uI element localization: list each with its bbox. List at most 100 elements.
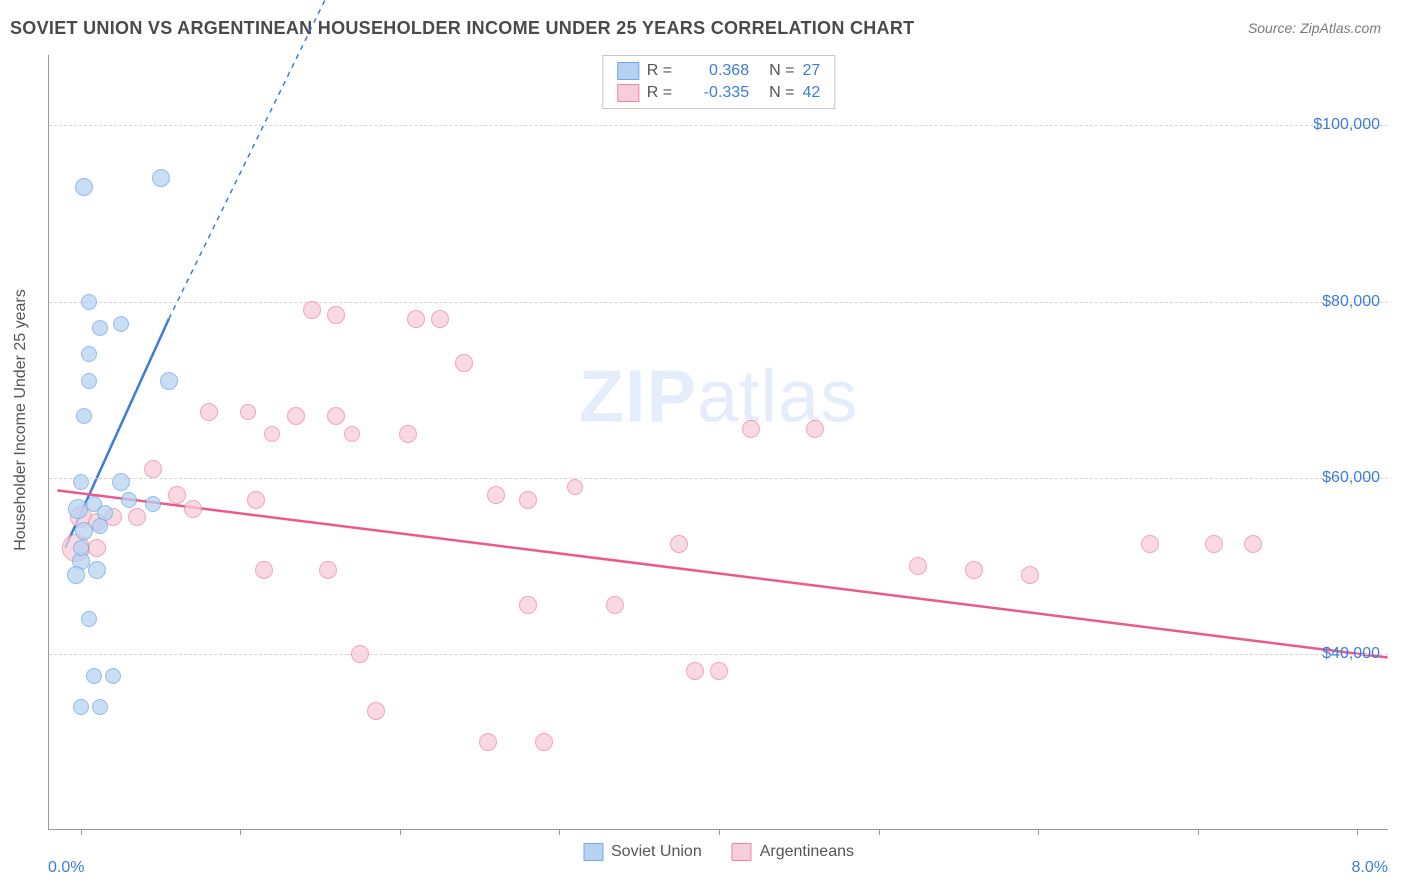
datapoint-argentinean — [407, 310, 425, 328]
correlation-legend: R = 0.368 N = 27 R = -0.335 N = 42 — [602, 55, 835, 109]
datapoint-argentinean — [399, 425, 417, 443]
legend-row-soviet: R = 0.368 N = 27 — [617, 60, 820, 82]
datapoint-argentinean — [200, 403, 218, 421]
swatch-icon — [617, 84, 639, 102]
x-tick — [559, 829, 560, 835]
datapoint-soviet — [67, 566, 85, 584]
datapoint-soviet — [112, 473, 130, 491]
legend-item-soviet: Soviet Union — [583, 843, 702, 861]
datapoint-soviet — [81, 373, 97, 389]
gridline — [49, 125, 1388, 126]
datapoint-argentinean — [351, 645, 369, 663]
datapoint-soviet — [76, 408, 92, 424]
x-tick — [1198, 829, 1199, 835]
source-attribution: Source: ZipAtlas.com — [1248, 20, 1381, 36]
datapoint-argentinean — [686, 662, 704, 680]
r-value-soviet: 0.368 — [684, 62, 749, 80]
datapoint-argentinean — [367, 702, 385, 720]
datapoint-argentinean — [806, 420, 824, 438]
chart-title: SOVIET UNION VS ARGENTINEAN HOUSEHOLDER … — [10, 18, 914, 38]
datapoint-soviet — [92, 518, 108, 534]
datapoint-argentinean — [455, 354, 473, 372]
x-tick — [1357, 829, 1358, 835]
x-axis-max-label: 8.0% — [1352, 859, 1388, 877]
datapoint-soviet — [160, 372, 178, 390]
legend-item-argentinean: Argentineans — [732, 843, 854, 861]
datapoint-argentinean — [1141, 535, 1159, 553]
datapoint-argentinean — [344, 426, 360, 442]
datapoint-argentinean — [487, 486, 505, 504]
x-tick — [240, 829, 241, 835]
datapoint-soviet — [81, 346, 97, 362]
datapoint-argentinean — [1205, 535, 1223, 553]
datapoint-soviet — [86, 668, 102, 684]
datapoint-argentinean — [88, 539, 106, 557]
datapoint-soviet — [152, 169, 170, 187]
datapoint-argentinean — [519, 491, 537, 509]
datapoint-soviet — [113, 316, 129, 332]
r-value-argentinean: -0.335 — [684, 84, 749, 102]
datapoint-argentinean — [710, 662, 728, 680]
datapoint-soviet — [68, 499, 88, 519]
datapoint-argentinean — [535, 733, 553, 751]
datapoint-argentinean — [606, 596, 624, 614]
datapoint-soviet — [92, 699, 108, 715]
series-legend: Soviet Union Argentineans — [583, 843, 854, 861]
datapoint-argentinean — [965, 561, 983, 579]
swatch-icon — [617, 62, 639, 80]
n-value-argentinean: 42 — [802, 84, 820, 102]
datapoint-argentinean — [319, 561, 337, 579]
x-tick — [400, 829, 401, 835]
datapoint-argentinean — [287, 407, 305, 425]
datapoint-argentinean — [327, 306, 345, 324]
gridline — [49, 302, 1388, 303]
datapoint-soviet — [105, 668, 121, 684]
gridline — [49, 478, 1388, 479]
datapoint-argentinean — [247, 491, 265, 509]
datapoint-soviet — [81, 294, 97, 310]
datapoint-argentinean — [670, 535, 688, 553]
datapoint-argentinean — [128, 508, 146, 526]
datapoint-argentinean — [1021, 566, 1039, 584]
x-tick — [1038, 829, 1039, 835]
datapoint-soviet — [73, 474, 89, 490]
x-axis-min-label: 0.0% — [48, 859, 84, 877]
datapoint-argentinean — [184, 500, 202, 518]
datapoint-soviet — [88, 561, 106, 579]
datapoint-soviet — [75, 522, 93, 540]
datapoint-argentinean — [144, 460, 162, 478]
datapoint-argentinean — [479, 733, 497, 751]
datapoint-argentinean — [431, 310, 449, 328]
datapoint-argentinean — [909, 557, 927, 575]
datapoint-argentinean — [742, 420, 760, 438]
gridline — [49, 654, 1388, 655]
datapoint-soviet — [73, 699, 89, 715]
datapoint-argentinean — [567, 479, 583, 495]
y-tick-label: $40,000 — [1322, 645, 1380, 663]
datapoint-argentinean — [255, 561, 273, 579]
datapoint-argentinean — [240, 404, 256, 420]
swatch-icon — [732, 843, 752, 861]
y-axis-label: Householder Income Under 25 years — [12, 289, 30, 550]
datapoint-argentinean — [519, 596, 537, 614]
x-tick — [81, 829, 82, 835]
datapoint-soviet — [75, 178, 93, 196]
y-tick-label: $100,000 — [1313, 116, 1380, 134]
y-tick-label: $60,000 — [1322, 469, 1380, 487]
datapoint-soviet — [121, 492, 137, 508]
datapoint-soviet — [145, 496, 161, 512]
y-tick-label: $80,000 — [1322, 293, 1380, 311]
chart-plot-area: ZIPatlas R = 0.368 N = 27 R = -0.335 N =… — [48, 55, 1388, 830]
x-tick — [879, 829, 880, 835]
datapoint-soviet — [73, 540, 89, 556]
datapoint-argentinean — [327, 407, 345, 425]
swatch-icon — [583, 843, 603, 861]
datapoint-argentinean — [264, 426, 280, 442]
datapoint-argentinean — [168, 486, 186, 504]
datapoint-argentinean — [1244, 535, 1262, 553]
datapoint-argentinean — [303, 301, 321, 319]
datapoint-soviet — [81, 611, 97, 627]
datapoint-soviet — [92, 320, 108, 336]
x-tick — [719, 829, 720, 835]
n-value-soviet: 27 — [802, 62, 820, 80]
